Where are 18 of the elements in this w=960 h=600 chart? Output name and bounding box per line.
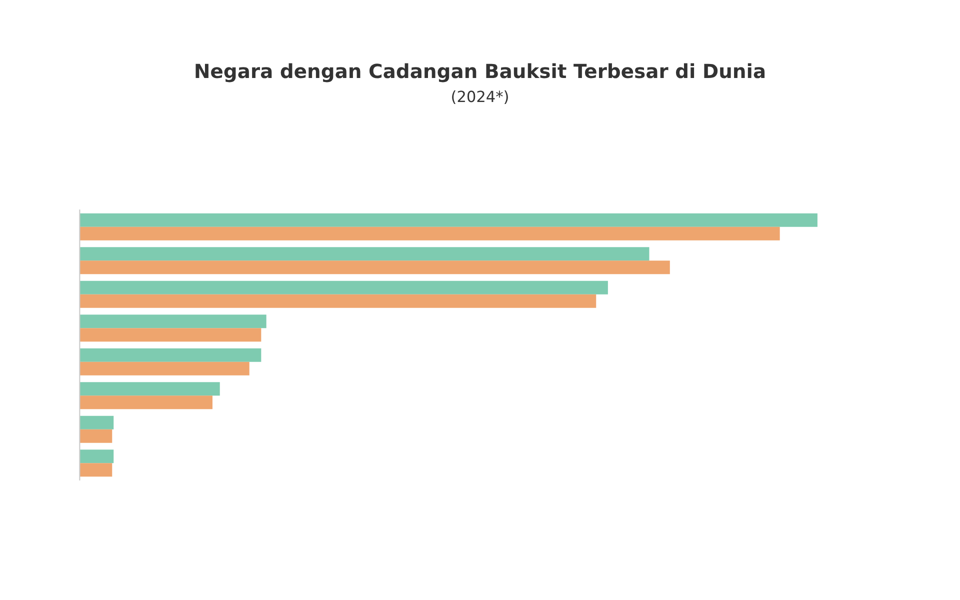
- bar: [80, 416, 114, 430]
- bar: [80, 348, 262, 362]
- bar: [80, 328, 262, 342]
- bar: [80, 450, 114, 464]
- bar: [80, 260, 670, 274]
- bar: [80, 362, 250, 376]
- bar: [80, 314, 266, 328]
- bar: [80, 226, 780, 240]
- bar: [80, 429, 112, 443]
- bar: [80, 280, 608, 294]
- bar: [80, 294, 596, 308]
- bar: [80, 396, 212, 410]
- chart-subtitle: (2024*): [452, 90, 508, 104]
- bar: [80, 463, 112, 477]
- bar: [80, 382, 220, 396]
- bar: [80, 213, 818, 227]
- chart-title: Negara dengan Cadangan Bauksit Terbesar di Dunia: [196, 63, 765, 82]
- bar: [80, 247, 650, 261]
